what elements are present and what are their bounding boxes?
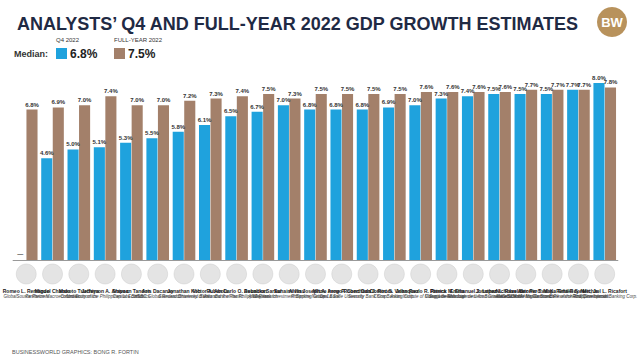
svg-text:Aris Dacanay: Aris Dacanay [141,288,174,294]
svg-text:—: — [17,251,23,257]
svg-text:ANALYSTS’ Q4 AND FULL-YEAR 202: ANALYSTS’ Q4 AND FULL-YEAR 2022 GDP GROW… [17,14,578,34]
svg-text:6.1%: 6.1% [198,117,212,123]
svg-text:7.7%: 7.7% [565,81,580,88]
svg-text:7.5%: 7.5% [367,86,381,92]
svg-text:FULL-YEAR 2022: FULL-YEAR 2022 [114,37,163,43]
svg-text:6.5%: 6.5% [224,108,238,114]
svg-text:Ateneo Center for Economic Res: Ateneo Center for Economic Research and … [495,294,609,300]
svg-text:Philippine National Bank: Philippine National Bank [291,294,340,300]
svg-text:7.0%: 7.0% [408,97,422,103]
svg-text:7.5%: 7.5% [513,86,527,93]
svg-text:Security Bank Corp.: Security Bank Corp. [348,294,389,300]
svg-text:Shivaan Tandon: Shivaan Tandon [112,288,151,294]
svg-text:7.5%: 7.5% [128,47,156,61]
svg-text:Emmanuel J. Lopez: Emmanuel J. Lopez [449,288,497,294]
svg-text:Mitzie Irene P. Conchada: Mitzie Irene P. Conchada [312,288,371,294]
svg-text:6.8%: 6.8% [25,102,39,108]
svg-text:7.3%: 7.3% [288,91,302,97]
svg-text:Miguel Chanco: Miguel Chanco [34,288,71,294]
svg-text:7.0%: 7.0% [130,97,144,103]
svg-text:7.0%: 7.0% [78,97,92,103]
svg-text:UnionBank of the Philippines,: UnionBank of the Philippines, Inc. [202,294,271,300]
svg-text:Domini S. Velasquez: Domini S. Velasquez [370,288,419,294]
svg-text:Emilio S. Neri, Jr.: Emilio S. Neri, Jr. [558,288,599,294]
svg-text:Robert Dan J. Roces: Robert Dan J. Roces [343,288,393,294]
svg-text:5.3%: 5.3% [119,135,133,141]
svg-text:6.7%: 6.7% [250,104,264,110]
svg-text:Capital Economics: Capital Economics [112,294,150,300]
svg-text:Patrick M. Ella: Patrick M. Ella [430,288,464,294]
svg-text:7.5%: 7.5% [314,86,328,92]
svg-text:7.0%: 7.0% [277,97,291,103]
svg-text:7.7%: 7.7% [577,82,591,88]
svg-text:5.1%: 5.1% [93,139,107,145]
svg-text:7.5%: 7.5% [486,86,501,93]
svg-text:Makoto Tsuchiya: Makoto Tsuchiya [58,288,99,294]
svg-text:University of the Philippines: University of the Philippines Los Baños [66,294,144,300]
svg-text:Jefferson A. Arapoc: Jefferson A. Arapoc [81,288,129,294]
svg-text:De La Salle University: De La Salle University [319,294,364,300]
svg-text:7.5%: 7.5% [262,86,276,92]
svg-text:BW: BW [601,15,623,30]
svg-text:6.8%: 6.8% [355,102,369,108]
svg-text:7.0%: 7.0% [157,97,171,103]
svg-text:7.5%: 7.5% [341,86,355,92]
svg-text:6.8%: 6.8% [70,47,98,61]
svg-text:7.7%: 7.7% [551,82,565,88]
svg-text:BUSINESSWORLD GRAPHICS: BONG R: BUSINESSWORLD GRAPHICS: BONG R. FORTIN [12,349,139,355]
svg-text:Debalika Sarkar: Debalika Sarkar [244,288,282,294]
svg-text:7.3%: 7.3% [209,91,223,97]
svg-text:Q4 2022: Q4 2022 [56,37,80,43]
svg-text:7.6%: 7.6% [446,84,460,90]
svg-text:Rizal Commercial Banking Corp.: Rizal Commercial Banking Corp. [572,294,637,299]
svg-text:Asian Institute of Management: Asian Institute of Management [390,294,452,300]
svg-text:7.7%: 7.7% [525,82,539,88]
svg-text:6.8%: 6.8% [303,102,317,108]
svg-text:7.6%: 7.6% [420,84,434,90]
svg-text:4.6%: 4.6% [40,150,54,156]
svg-text:Median:: Median: [14,49,48,59]
svg-text:7.6%: 7.6% [472,84,486,90]
svg-text:Jonathan Koh: Jonathan Koh [167,288,201,294]
svg-text:7.4%: 7.4% [460,88,475,95]
svg-text:7.4%: 7.4% [236,88,250,94]
svg-text:7.5%: 7.5% [539,86,554,93]
svg-text:7.2%: 7.2% [183,93,197,99]
svg-text:6.8%: 6.8% [329,102,343,108]
svg-text:7.3%: 7.3% [434,91,448,97]
svg-text:Ser Percival K. Peña-Reyes: Ser Percival K. Peña-Reyes [519,288,585,294]
svg-text:7.5%: 7.5% [393,86,407,92]
svg-text:Pantheon Macroeconomics: Pantheon Macroeconomics [25,294,80,300]
svg-text:6.9%: 6.9% [382,99,396,105]
svg-text:6.9%: 6.9% [51,99,65,105]
svg-text:Ruben Carlo O. Asuncion: Ruben Carlo O. Asuncion [206,288,267,294]
svg-text:5.5%: 5.5% [145,130,159,136]
svg-text:7.8%: 7.8% [604,79,618,85]
svg-text:7.4%: 7.4% [104,88,118,94]
svg-text:5.8%: 5.8% [171,124,185,130]
svg-text:Romeo L. Remando: Romeo L. Remando [2,288,50,294]
svg-text:5.0%: 5.0% [66,141,80,147]
svg-text:7.6%: 7.6% [498,84,512,90]
svg-text:Maybank Investment Banking Gro: Maybank Investment Banking Group [252,294,326,300]
svg-text:8.0%: 8.0% [592,75,606,82]
svg-text:Michael L. Ricafort: Michael L. Ricafort [583,288,628,294]
svg-text:John Paolo R. Rivera: John Paolo R. Rivera [395,288,446,294]
